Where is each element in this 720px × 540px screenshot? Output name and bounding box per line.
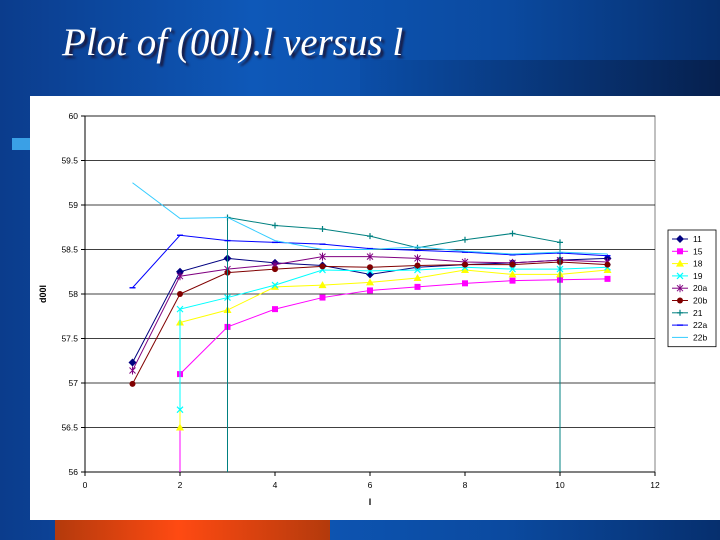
- data-point: [508, 270, 517, 278]
- y-tick-label: 59: [69, 200, 79, 210]
- data-point: [366, 270, 374, 279]
- left-accent-decoration: [12, 138, 32, 150]
- bottom-accent-bar: [55, 520, 330, 540]
- data-point: [677, 309, 683, 316]
- data-point: [319, 252, 326, 261]
- x-tick-label: 4: [273, 480, 278, 490]
- data-point: [366, 278, 374, 286]
- y-tick-label: 58.5: [61, 245, 78, 255]
- data-point: [604, 261, 611, 268]
- x-axis-title: l: [369, 497, 372, 507]
- x-tick-label: 0: [83, 480, 88, 490]
- data-point: [271, 281, 279, 289]
- data-point: [676, 235, 684, 243]
- line-chart: 56 56.5 57 57.5 58 58.5 59 59.5 60 0 2 4 6 8 10 12 l d00l…: [38, 111, 717, 507]
- data-point: [366, 252, 374, 261]
- data-point: [367, 264, 373, 271]
- data-point: [413, 273, 422, 281]
- legend-label-22a: 22a: [693, 320, 707, 330]
- title-band-decoration: [360, 60, 720, 96]
- y-tick-label: 56.5: [61, 423, 78, 433]
- data-point: [176, 423, 184, 431]
- data-point: [677, 248, 683, 255]
- x-tick-label: 10: [555, 480, 565, 490]
- legend-label-11: 11: [693, 234, 702, 244]
- data-point: [676, 259, 684, 267]
- data-point: [461, 265, 469, 273]
- data-point: [557, 239, 563, 246]
- data-point: [509, 277, 516, 284]
- x-tick-label: 12: [650, 480, 660, 490]
- legend-label-22b: 22b: [693, 332, 707, 342]
- data-point: [509, 261, 516, 268]
- data-point: [462, 261, 468, 268]
- data-point: [271, 282, 279, 290]
- data-point: [677, 297, 683, 304]
- y-tick-label: 57.5: [61, 334, 78, 344]
- legend-label-20a: 20a: [693, 283, 707, 293]
- series-line-22b: [132, 182, 608, 255]
- data-point: [129, 380, 136, 387]
- data-point: [676, 284, 684, 293]
- chart-panel: 56 56.5 57 57.5 58 58.5 59 59.5 60 0 2 4 6 8 10 12 l d00l…: [30, 96, 720, 520]
- data-point: [176, 406, 184, 414]
- data-point: [128, 358, 137, 367]
- x-tick-label: 8: [463, 480, 468, 490]
- legend-label-20b: 20b: [693, 296, 707, 306]
- data-point: [604, 275, 611, 282]
- data-point: [414, 266, 421, 274]
- y-axis-title: d00l: [38, 285, 48, 303]
- data-point: [414, 254, 421, 263]
- data-point: [272, 222, 278, 229]
- data-point: [367, 233, 373, 240]
- slide-title: Plot of (00l).l versus l: [62, 21, 404, 64]
- data-point: [509, 230, 516, 237]
- data-point: [272, 266, 278, 273]
- x-tick-label: 6: [368, 480, 373, 490]
- y-tick-label: 58: [69, 289, 79, 299]
- legend-label-21: 21: [693, 308, 703, 318]
- y-tick-label: 57: [69, 378, 79, 388]
- data-point: [462, 280, 468, 287]
- data-point: [603, 265, 612, 273]
- data-point: [177, 291, 183, 297]
- legend-label-15: 15: [693, 246, 703, 256]
- data-point: [676, 272, 684, 280]
- data-point: [319, 294, 326, 301]
- data-point: [318, 281, 327, 289]
- data-point: [319, 263, 326, 270]
- data-point: [509, 265, 516, 273]
- data-point: [367, 287, 373, 294]
- data-point: [414, 262, 421, 269]
- data-point: [272, 306, 278, 313]
- y-tick-label: 60: [69, 111, 79, 121]
- x-tick-label: 2: [178, 480, 183, 490]
- data-point: [129, 366, 136, 375]
- y-tick-label: 59.5: [61, 156, 78, 166]
- data-point: [462, 236, 468, 243]
- data-point: [414, 283, 421, 290]
- legend-label-18: 18: [693, 259, 703, 269]
- data-point: [319, 226, 326, 233]
- data-point: [176, 305, 184, 313]
- data-point: [176, 272, 184, 281]
- legend-label-19: 19: [693, 271, 703, 281]
- y-tick-label: 56: [69, 467, 79, 477]
- series-line-21: [227, 216, 561, 472]
